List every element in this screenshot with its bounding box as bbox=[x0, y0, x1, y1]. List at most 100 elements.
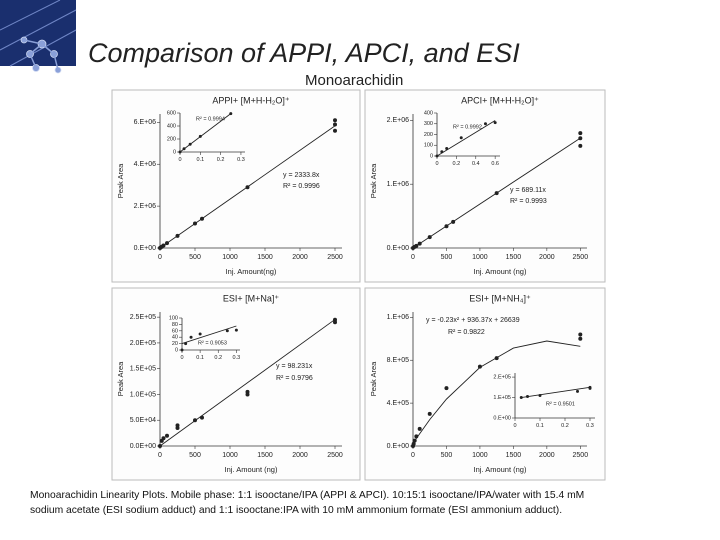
fit-line bbox=[159, 125, 336, 249]
y-tick-label: 100 bbox=[169, 315, 178, 321]
x-tick-label: 2500 bbox=[573, 452, 589, 459]
x-tick-label: 0.4 bbox=[472, 161, 480, 167]
x-tick-label: 0.6 bbox=[491, 161, 499, 167]
x-tick-label: 2000 bbox=[292, 452, 308, 459]
y-tick-label: 60 bbox=[172, 328, 178, 334]
data-point bbox=[427, 411, 432, 416]
y-tick-label: 1.0E+05 bbox=[130, 391, 156, 398]
x-tick-label: 2000 bbox=[539, 254, 555, 261]
y-tick-label: 5.0E+04 bbox=[130, 417, 156, 424]
x-tick-label: 1500 bbox=[257, 452, 273, 459]
data-point bbox=[225, 329, 229, 333]
panel bbox=[364, 287, 606, 481]
chart-title: ESI+ [M+Na]⁺ bbox=[223, 293, 280, 303]
x-tick-label: 1000 bbox=[222, 254, 238, 261]
data-point bbox=[189, 335, 193, 339]
annotation: R² = 0.9822 bbox=[448, 329, 485, 336]
y-tick-label: 1.E+06 bbox=[387, 314, 409, 321]
y-tick-label: 0.0E+00 bbox=[130, 443, 156, 450]
panel bbox=[111, 287, 361, 481]
y-tick-label: 6.E+06 bbox=[134, 119, 156, 126]
y-tick-label: 1.E+06 bbox=[387, 181, 409, 188]
data-point bbox=[180, 348, 184, 352]
x-tick-label: 1500 bbox=[506, 452, 522, 459]
chart-title: ESI+ [M+NH₄]⁺ bbox=[469, 293, 531, 303]
data-point bbox=[333, 118, 337, 123]
x-tick-label: 1000 bbox=[222, 452, 238, 459]
x-tick-label: 2000 bbox=[292, 254, 308, 261]
data-point bbox=[333, 122, 337, 127]
data-point bbox=[165, 433, 169, 438]
data-point bbox=[483, 122, 487, 126]
y-axis-label: Peak Area bbox=[369, 361, 378, 396]
y-axis-label: Peak Area bbox=[116, 361, 125, 396]
chart-title: APCI+ [M+H-H₂O]⁺ bbox=[461, 95, 539, 105]
fit-line bbox=[412, 340, 581, 444]
y-tick-label: 40 bbox=[172, 335, 178, 341]
x-tick-label: 0.3 bbox=[237, 157, 245, 163]
x-tick-label: 0 bbox=[178, 157, 181, 163]
x-tick-label: 0.1 bbox=[196, 157, 204, 163]
x-tick-label: 0 bbox=[435, 161, 438, 167]
fit-line bbox=[436, 120, 496, 157]
y-tick-label: 0 bbox=[175, 347, 178, 353]
annotation: R² = 0.9053 bbox=[198, 340, 227, 346]
fit-line bbox=[412, 137, 581, 249]
annotation: y = 689.11x bbox=[510, 187, 546, 194]
x-tick-label: 0.2 bbox=[453, 161, 461, 167]
y-tick-label: 400 bbox=[167, 123, 176, 129]
data-point bbox=[444, 386, 449, 391]
x-tick-label: 0 bbox=[180, 355, 183, 361]
x-tick-label: 2500 bbox=[573, 254, 589, 261]
data-point bbox=[198, 332, 202, 336]
y-tick-label: 20 bbox=[172, 341, 178, 347]
data-point bbox=[175, 423, 180, 428]
y-tick-label: 100 bbox=[424, 143, 433, 149]
y-tick-label: 0 bbox=[173, 149, 176, 155]
y-tick-label: 600 bbox=[167, 110, 176, 116]
y-tick-label: 0.E+00 bbox=[134, 245, 156, 252]
y-axis-label: Peak Area bbox=[369, 163, 378, 198]
y-tick-label: 80 bbox=[172, 322, 178, 328]
y-tick-label: 2.E+06 bbox=[387, 117, 409, 124]
data-point bbox=[459, 136, 463, 140]
y-tick-label: 2.5E+05 bbox=[130, 314, 156, 321]
fit-line bbox=[179, 113, 232, 153]
annotation: R² = 0.9993 bbox=[510, 198, 547, 205]
y-tick-label: 300 bbox=[424, 121, 433, 127]
y-tick-label: 2.E+06 bbox=[134, 203, 156, 210]
data-point bbox=[234, 328, 238, 332]
panel bbox=[364, 89, 606, 283]
y-tick-label: 200 bbox=[167, 136, 176, 142]
x-tick-label: 0.2 bbox=[214, 355, 222, 361]
x-tick-label: 0.2 bbox=[561, 423, 569, 429]
x-axis-label: Inj. Amount (ng) bbox=[474, 267, 527, 276]
y-tick-label: 400 bbox=[424, 110, 433, 116]
x-tick-label: 2500 bbox=[327, 254, 343, 261]
y-tick-label: 0.E+00 bbox=[387, 443, 409, 450]
x-tick-label: 0.2 bbox=[217, 157, 225, 163]
y-tick-label: 0 bbox=[430, 153, 433, 159]
x-tick-label: 0 bbox=[158, 452, 162, 459]
data-point bbox=[477, 364, 482, 369]
y-tick-label: 2.0E+05 bbox=[130, 340, 156, 347]
y-tick-label: 1.5E+05 bbox=[130, 366, 156, 373]
annotation: y = 2333.8x bbox=[283, 172, 320, 179]
x-tick-label: 2500 bbox=[327, 452, 343, 459]
x-tick-label: 0.1 bbox=[536, 423, 544, 429]
x-tick-label: 1000 bbox=[472, 452, 488, 459]
x-tick-label: 2000 bbox=[539, 452, 555, 459]
x-tick-label: 1500 bbox=[506, 254, 522, 261]
y-tick-label: 0.E+00 bbox=[387, 245, 409, 252]
caption-line: sodium acetate (ESI sodium adduct) and 1… bbox=[30, 505, 563, 516]
x-tick-label: 500 bbox=[441, 452, 453, 459]
y-tick-label: 1.E+05 bbox=[493, 395, 511, 401]
data-point bbox=[578, 131, 583, 136]
data-point bbox=[161, 436, 166, 441]
x-tick-label: 1500 bbox=[257, 254, 273, 261]
annotation: R² = 0.9501 bbox=[546, 401, 575, 407]
fit-line bbox=[181, 325, 237, 345]
annotation: y = 98.231x bbox=[276, 363, 313, 370]
data-point bbox=[333, 128, 337, 133]
